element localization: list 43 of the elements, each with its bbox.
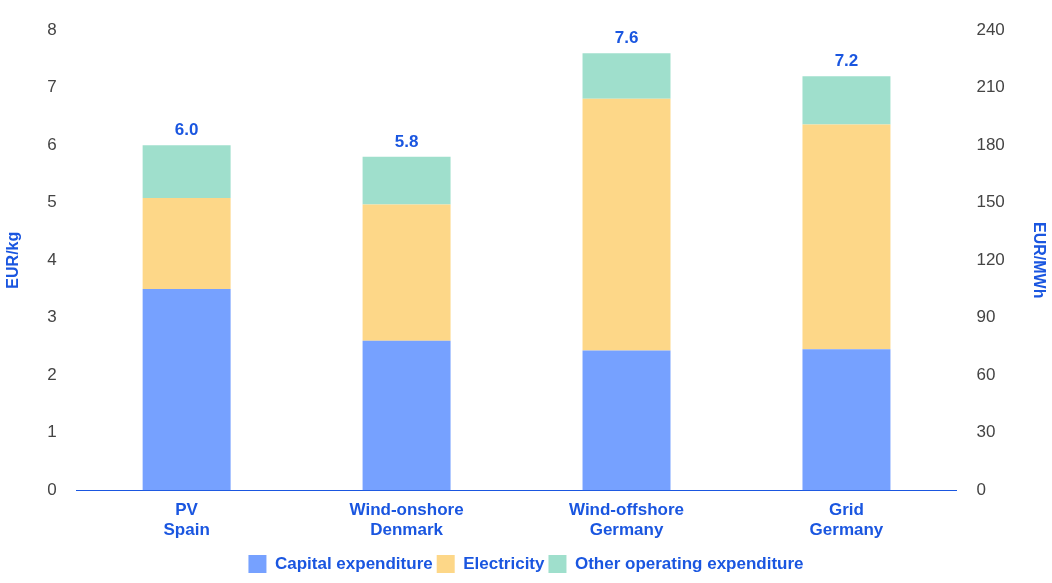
- y2-tick-label: 90: [976, 307, 996, 327]
- y2-tick-label: 120: [976, 249, 1005, 269]
- bar: [142, 145, 231, 199]
- total-label: 7.6: [614, 28, 639, 48]
- y2-tick-label: 30: [976, 422, 996, 442]
- bar: [582, 53, 671, 99]
- y2-tick-label: 150: [976, 192, 1005, 212]
- bar: [802, 124, 891, 350]
- x-tick-label: Grid Germany: [809, 500, 884, 540]
- bar: [362, 156, 451, 205]
- bar: [582, 98, 671, 351]
- y-tick-label: 1: [47, 422, 57, 442]
- legend-label: Capital expenditure: [274, 553, 433, 573]
- y2-tick-label: 240: [976, 19, 1005, 39]
- bar: [582, 350, 671, 491]
- bar: [362, 204, 451, 341]
- total-label: 7.2: [834, 51, 859, 71]
- total-label: 6.0: [174, 120, 199, 140]
- y-tick-label: 5: [47, 192, 57, 212]
- y-tick-label: 7: [47, 77, 57, 97]
- x-tick-label: PV Spain: [163, 500, 210, 540]
- y-tick-label: 8: [47, 19, 57, 39]
- y-axis-title: EUR/kg: [4, 231, 22, 289]
- bar: [142, 198, 231, 289]
- y-tick-label: 2: [47, 364, 57, 384]
- y2-tick-label: 60: [976, 364, 996, 384]
- x-tick-label: Wind-onshore Denmark: [349, 500, 464, 540]
- y2-tick-label: 180: [976, 134, 1005, 154]
- legend-label: Electricity: [463, 553, 546, 573]
- bar: [802, 76, 891, 125]
- total-label: 5.8: [394, 131, 419, 151]
- x-tick-label: Wind-offshore Germany: [568, 500, 685, 540]
- bar: [142, 288, 231, 491]
- y2-tick-label: 210: [976, 77, 1005, 97]
- y-tick-label: 4: [47, 249, 57, 269]
- y-tick-label: 0: [47, 479, 57, 499]
- y2-axis-title: EUR/MWh: [1030, 221, 1048, 299]
- y2-tick-label: 0: [976, 479, 986, 499]
- bar: [362, 340, 451, 491]
- bar: [802, 349, 891, 491]
- y-tick-label: 6: [47, 134, 57, 154]
- y-tick-label: 3: [47, 307, 57, 327]
- legend-label: Other operating expenditure: [574, 553, 804, 573]
